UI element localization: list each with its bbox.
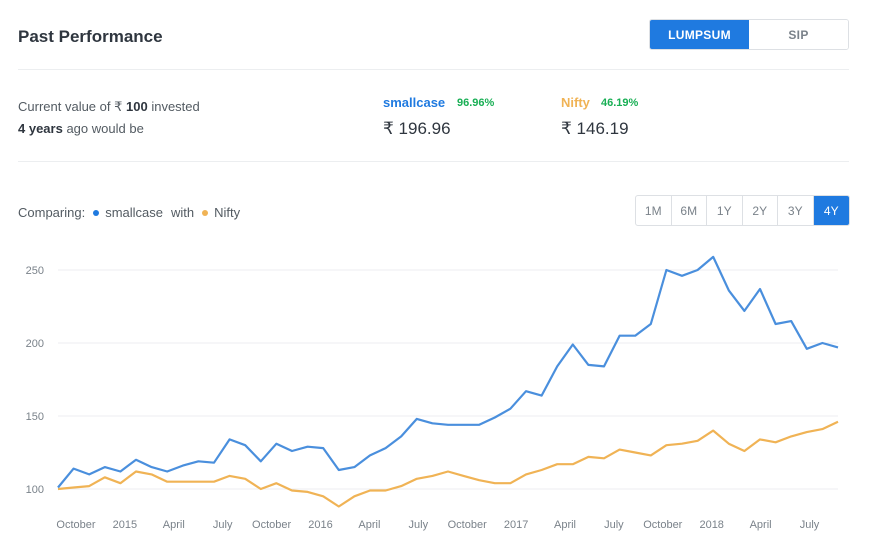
smallcase-series-line <box>57 255 839 489</box>
divider <box>18 161 849 162</box>
investment-mode-toggle: LUMPSUM SIP <box>649 19 849 50</box>
x-tick-label: October <box>252 519 291 531</box>
nifty-label: Nifty <box>561 95 590 110</box>
smallcase-return: 96.96% <box>457 97 495 109</box>
comparing-nifty: Nifty <box>214 205 241 220</box>
comparing-smallcase: smallcase <box>105 205 163 220</box>
y-tick-label: 250 <box>26 265 44 277</box>
x-tick-label: October <box>56 519 95 531</box>
range-1m-button[interactable]: 1M <box>636 196 672 225</box>
current-value-text: Current value of ₹ 100 invested <box>18 99 200 114</box>
y-tick-label: 150 <box>26 411 44 423</box>
x-tick-label: April <box>554 519 576 531</box>
x-tick-label: July <box>409 519 429 531</box>
x-tick-label: April <box>750 519 772 531</box>
time-range-selector: 1M 6M 1Y 2Y 3Y 4Y <box>635 195 850 226</box>
x-tick-label: 2016 <box>308 519 332 531</box>
lumpsum-tab[interactable]: LUMPSUM <box>650 20 749 49</box>
period-text: 4 years ago would be <box>18 121 144 136</box>
sip-tab[interactable]: SIP <box>749 20 848 49</box>
range-4y-button[interactable]: 4Y <box>813 196 849 225</box>
comparing-label: Comparing: <box>18 205 86 220</box>
x-tick-label: July <box>800 519 820 531</box>
x-tick-label: July <box>604 519 624 531</box>
divider <box>18 69 849 70</box>
smallcase-dot-icon <box>93 209 100 216</box>
x-tick-label: April <box>358 519 380 531</box>
comparing-with: with <box>171 205 195 220</box>
x-tick-label: October <box>448 519 487 531</box>
range-2y-button[interactable]: 2Y <box>743 196 778 225</box>
nifty-series-line <box>57 420 839 508</box>
range-1y-button[interactable]: 1Y <box>707 196 743 225</box>
smallcase-value: ₹ 196.96 <box>383 119 451 138</box>
y-tick-label: 100 <box>26 484 44 496</box>
nifty-value: ₹ 146.19 <box>561 119 629 138</box>
x-tick-label: 2018 <box>699 519 723 531</box>
nifty-dot-icon <box>202 209 209 216</box>
y-tick-label: 200 <box>26 338 44 350</box>
x-tick-label: 2015 <box>113 519 137 531</box>
smallcase-label: smallcase <box>383 95 446 110</box>
range-6m-button[interactable]: 6M <box>672 196 707 225</box>
x-tick-label: 2017 <box>504 519 528 531</box>
comparing-legend: Comparing: smallcase with Nifty <box>18 205 240 220</box>
range-3y-button[interactable]: 3Y <box>778 196 814 225</box>
page-title: Past Performance <box>18 27 163 46</box>
x-tick-label: April <box>163 519 185 531</box>
nifty-return: 46.19% <box>601 97 639 109</box>
x-tick-label: October <box>643 519 682 531</box>
x-tick-label: July <box>213 519 233 531</box>
